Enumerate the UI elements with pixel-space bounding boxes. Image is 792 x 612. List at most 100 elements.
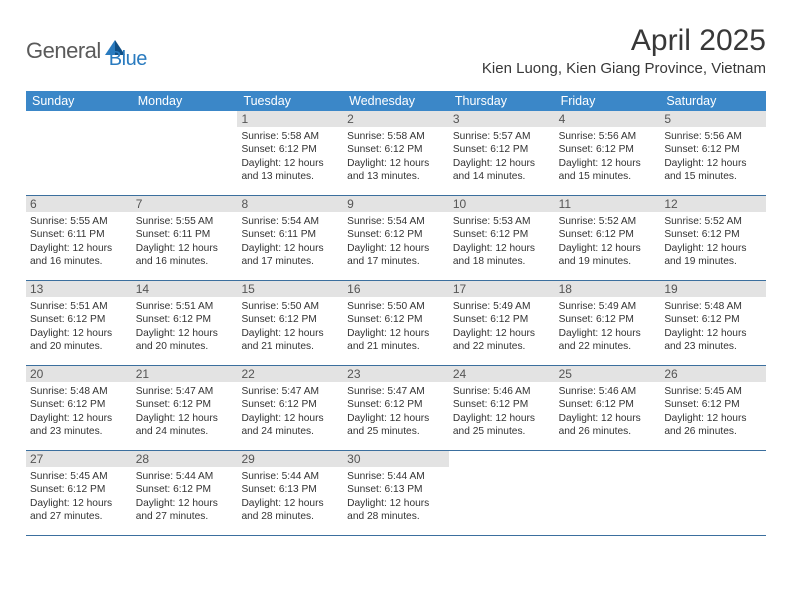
sunset-line: Sunset: 6:12 PM: [136, 483, 234, 496]
day-cell: 12Sunrise: 5:52 AMSunset: 6:12 PMDayligh…: [660, 196, 766, 280]
sunset-line: Sunset: 6:12 PM: [559, 228, 657, 241]
sunset-line: Sunset: 6:12 PM: [30, 398, 128, 411]
day-cell: 11Sunrise: 5:52 AMSunset: 6:12 PMDayligh…: [555, 196, 661, 280]
day-number: 13: [26, 281, 132, 297]
day-details: Sunrise: 5:44 AMSunset: 6:13 PMDaylight:…: [241, 470, 339, 523]
day-number: 27: [26, 451, 132, 467]
day-cell: 7Sunrise: 5:55 AMSunset: 6:11 PMDaylight…: [132, 196, 238, 280]
sunset-line: Sunset: 6:12 PM: [559, 313, 657, 326]
weekday-header: Friday: [555, 91, 661, 111]
daylight-line: Daylight: 12 hours and 25 minutes.: [453, 412, 551, 439]
daylight-line: Daylight: 12 hours and 23 minutes.: [664, 327, 762, 354]
day-number: 6: [26, 196, 132, 212]
daylight-line: Daylight: 12 hours and 19 minutes.: [559, 242, 657, 269]
sunset-line: Sunset: 6:12 PM: [241, 143, 339, 156]
sunset-line: Sunset: 6:12 PM: [453, 398, 551, 411]
daylight-line: Daylight: 12 hours and 22 minutes.: [559, 327, 657, 354]
day-number: 26: [660, 366, 766, 382]
sunrise-line: Sunrise: 5:47 AM: [241, 385, 339, 398]
day-number: [449, 451, 555, 453]
sunrise-line: Sunrise: 5:50 AM: [347, 300, 445, 313]
sunrise-line: Sunrise: 5:45 AM: [30, 470, 128, 483]
day-cell: 1Sunrise: 5:58 AMSunset: 6:12 PMDaylight…: [237, 111, 343, 195]
week-row: 13Sunrise: 5:51 AMSunset: 6:12 PMDayligh…: [26, 281, 766, 366]
daylight-line: Daylight: 12 hours and 24 minutes.: [136, 412, 234, 439]
weekday-header: Tuesday: [237, 91, 343, 111]
day-cell: 29 Sunrise: 5:44 AMSunset: 6:13 PMDayligh…: [237, 451, 343, 535]
day-number: 29: [237, 451, 343, 467]
week-row: 20 Sunrise: 5:48 AMSunset: 6:12 PMDayligh…: [26, 366, 766, 451]
sunset-line: Sunset: 6:12 PM: [241, 398, 339, 411]
sunset-line: Sunset: 6:12 PM: [664, 398, 762, 411]
daylight-line: Daylight: 12 hours and 17 minutes.: [347, 242, 445, 269]
day-number: 16: [343, 281, 449, 297]
day-number: 3: [449, 111, 555, 127]
day-number: 15: [237, 281, 343, 297]
brand-name-1: General: [26, 38, 101, 64]
day-number: 8: [237, 196, 343, 212]
day-number: 20: [26, 366, 132, 382]
sunrise-line: Sunrise: 5:46 AM: [559, 385, 657, 398]
daylight-line: Daylight: 12 hours and 16 minutes.: [136, 242, 234, 269]
day-cell: 16 Sunrise: 5:50 AMSunset: 6:12 PMDayligh…: [343, 281, 449, 365]
daylight-line: Daylight: 12 hours and 15 minutes.: [664, 157, 762, 184]
daylight-line: Daylight: 12 hours and 19 minutes.: [664, 242, 762, 269]
weekday-header: Wednesday: [343, 91, 449, 111]
day-cell: [555, 451, 661, 535]
daylight-line: Daylight: 12 hours and 27 minutes.: [136, 497, 234, 524]
brand-logo: General Blue: [26, 30, 147, 71]
day-cell: 9Sunrise: 5:54 AMSunset: 6:12 PMDaylight…: [343, 196, 449, 280]
sunrise-line: Sunrise: 5:57 AM: [453, 130, 551, 143]
week-row: 27Sunrise: 5:45 AMSunset: 6:12 PMDayligh…: [26, 451, 766, 536]
page-header: General Blue April 2025 Kien Luong, Kien…: [26, 24, 766, 81]
day-cell: 15Sunrise: 5:50 AMSunset: 6:12 PMDayligh…: [237, 281, 343, 365]
weekday-header: Saturday: [660, 91, 766, 111]
day-cell: 8Sunrise: 5:54 AMSunset: 6:11 PMDaylight…: [237, 196, 343, 280]
daylight-line: Daylight: 12 hours and 23 minutes.: [30, 412, 128, 439]
day-cell: 28Sunrise: 5:44 AMSunset: 6:12 PMDayligh…: [132, 451, 238, 535]
daylight-line: Daylight: 12 hours and 20 minutes.: [136, 327, 234, 354]
day-details: Sunrise: 5:58 AMSunset: 6:12 PMDaylight:…: [241, 130, 339, 183]
sunrise-line: Sunrise: 5:46 AM: [453, 385, 551, 398]
day-details: Sunrise: 5:52 AMSunset: 6:12 PMDaylight:…: [664, 215, 762, 268]
month-title: April 2025: [482, 24, 766, 58]
day-details: Sunrise: 5:45 AMSunset: 6:12 PMDaylight:…: [664, 385, 762, 438]
daylight-line: Daylight: 12 hours and 28 minutes.: [347, 497, 445, 524]
day-details: Sunrise: 5:50 AMSunset: 6:12 PMDaylight:…: [347, 300, 445, 353]
sunset-line: Sunset: 6:12 PM: [453, 143, 551, 156]
sunset-line: Sunset: 6:12 PM: [664, 228, 762, 241]
day-cell: 18Sunrise: 5:49 AMSunset: 6:12 PMDayligh…: [555, 281, 661, 365]
sunrise-line: Sunrise: 5:51 AM: [136, 300, 234, 313]
daylight-line: Daylight: 12 hours and 18 minutes.: [453, 242, 551, 269]
day-details: Sunrise: 5:49 AMSunset: 6:12 PMDaylight:…: [453, 300, 551, 353]
day-details: Sunrise: 5:51 AMSunset: 6:12 PMDaylight:…: [136, 300, 234, 353]
sunrise-line: Sunrise: 5:49 AM: [559, 300, 657, 313]
location-subtitle: Kien Luong, Kien Giang Province, Vietnam: [482, 60, 766, 77]
day-number: [660, 451, 766, 453]
day-details: Sunrise: 5:56 AMSunset: 6:12 PMDaylight:…: [664, 130, 762, 183]
sunset-line: Sunset: 6:11 PM: [30, 228, 128, 241]
sunrise-line: Sunrise: 5:47 AM: [136, 385, 234, 398]
brand-name-2: Blue: [109, 48, 147, 71]
day-cell: 30Sunrise: 5:44 AMSunset: 6:13 PMDayligh…: [343, 451, 449, 535]
sunrise-line: Sunrise: 5:52 AM: [664, 215, 762, 228]
sunset-line: Sunset: 6:12 PM: [347, 228, 445, 241]
week-row: 1Sunrise: 5:58 AMSunset: 6:12 PMDaylight…: [26, 111, 766, 196]
day-cell: 6Sunrise: 5:55 AMSunset: 6:11 PMDaylight…: [26, 196, 132, 280]
sunrise-line: Sunrise: 5:51 AM: [30, 300, 128, 313]
day-details: Sunrise: 5:55 AMSunset: 6:11 PMDaylight:…: [136, 215, 234, 268]
sunrise-line: Sunrise: 5:56 AM: [664, 130, 762, 143]
daylight-line: Daylight: 12 hours and 16 minutes.: [30, 242, 128, 269]
day-cell: 2Sunrise: 5:58 AMSunset: 6:12 PMDaylight…: [343, 111, 449, 195]
day-number: 5: [660, 111, 766, 127]
daylight-line: Daylight: 12 hours and 28 minutes.: [241, 497, 339, 524]
sunrise-line: Sunrise: 5:47 AM: [347, 385, 445, 398]
day-number: 17: [449, 281, 555, 297]
sunset-line: Sunset: 6:12 PM: [559, 143, 657, 156]
sunrise-line: Sunrise: 5:52 AM: [559, 215, 657, 228]
day-number: 30: [343, 451, 449, 467]
daylight-line: Daylight: 12 hours and 17 minutes.: [241, 242, 339, 269]
sunset-line: Sunset: 6:12 PM: [136, 313, 234, 326]
day-details: Sunrise: 5:51 AMSunset: 6:12 PMDaylight:…: [30, 300, 128, 353]
day-details: Sunrise: 5:48 AMSunset: 6:12 PMDaylight:…: [30, 385, 128, 438]
